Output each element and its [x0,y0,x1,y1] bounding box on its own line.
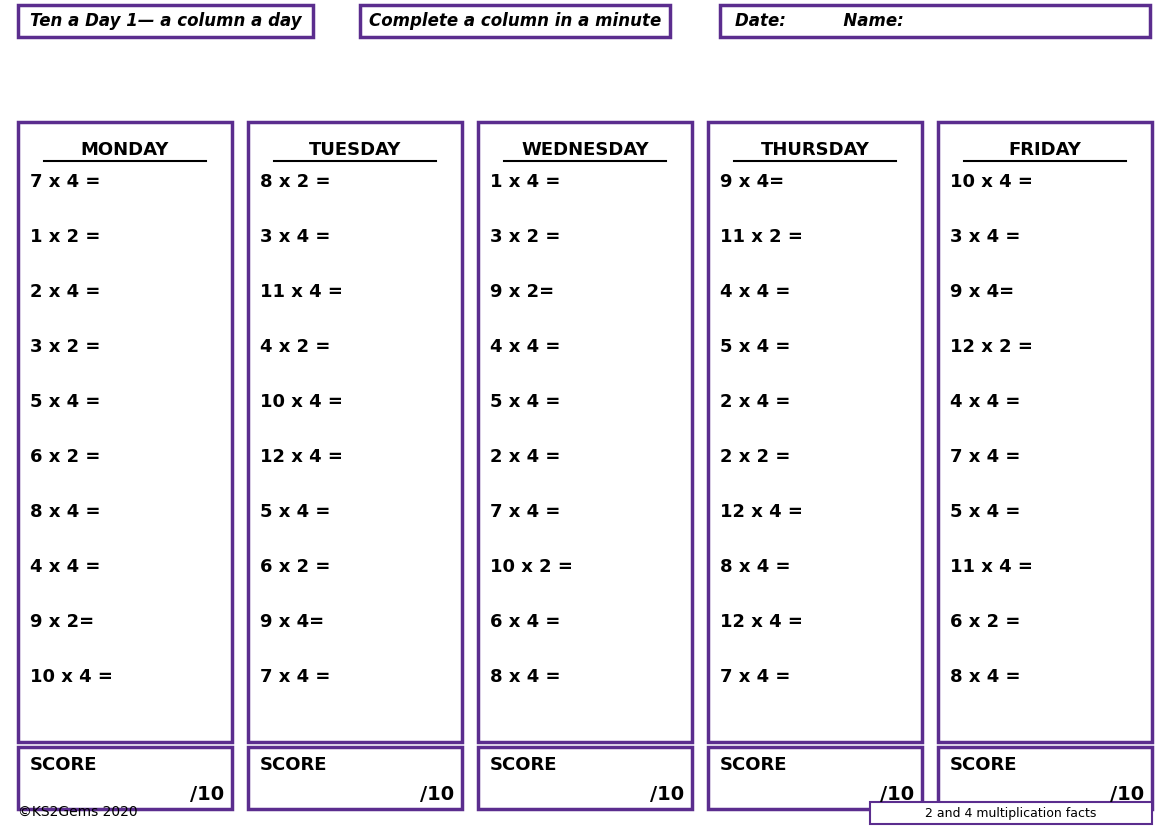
Text: Date:          Name:: Date: Name: [735,12,903,30]
Text: 5 x 4 =: 5 x 4 = [490,393,560,411]
Text: 11 x 4 =: 11 x 4 = [950,558,1033,576]
Text: 3 x 2 =: 3 x 2 = [490,228,560,246]
Text: SCORE: SCORE [720,756,787,774]
Bar [18,747,232,809]
Bar [479,747,691,809]
Text: 11 x 4 =: 11 x 4 = [260,283,343,301]
Text: 10 x 4 =: 10 x 4 = [30,668,112,686]
Text: SCORE: SCORE [260,756,328,774]
Bar [938,122,1152,742]
Text: THURSDAY: THURSDAY [760,141,869,159]
Text: 9 x 4=: 9 x 4= [260,613,324,631]
Text: /10: /10 [190,786,223,805]
Text: 2 x 4 =: 2 x 4 = [490,448,560,466]
Text: TUESDAY: TUESDAY [309,141,401,159]
Text: 3 x 2 =: 3 x 2 = [30,338,101,356]
Text: /10: /10 [880,786,914,805]
Text: 7 x 4 =: 7 x 4 = [30,173,101,191]
Bar [708,122,922,742]
Text: SCORE: SCORE [490,756,557,774]
Text: 7 x 4 =: 7 x 4 = [950,448,1020,466]
Bar [18,122,232,742]
Bar [870,802,1152,824]
Text: 6 x 2 =: 6 x 2 = [260,558,330,576]
Text: 7 x 4 =: 7 x 4 = [490,503,560,521]
Text: 5 x 4 =: 5 x 4 = [260,503,330,521]
Text: 4 x 4 =: 4 x 4 = [490,338,560,356]
Text: SCORE: SCORE [30,756,97,774]
Text: /10: /10 [420,786,454,805]
Text: /10: /10 [649,786,684,805]
Text: 12 x 2 =: 12 x 2 = [950,338,1033,356]
Text: 2 x 4 =: 2 x 4 = [720,393,791,411]
Text: 5 x 4 =: 5 x 4 = [30,393,101,411]
Text: MONDAY: MONDAY [81,141,170,159]
Text: 4 x 4 =: 4 x 4 = [950,393,1020,411]
Text: 7 x 4 =: 7 x 4 = [260,668,330,686]
Text: 9 x 2=: 9 x 2= [490,283,555,301]
Text: 4 x 4 =: 4 x 4 = [30,558,101,576]
Text: 10 x 2 =: 10 x 2 = [490,558,573,576]
Text: 8 x 2 =: 8 x 2 = [260,173,330,191]
Bar [248,747,462,809]
Text: 8 x 4 =: 8 x 4 = [30,503,101,521]
Text: FRIDAY: FRIDAY [1009,141,1081,159]
Bar [708,747,922,809]
Bar [479,122,691,742]
Text: 8 x 4 =: 8 x 4 = [490,668,560,686]
Text: 12 x 4 =: 12 x 4 = [720,503,803,521]
Text: WEDNESDAY: WEDNESDAY [521,141,649,159]
Text: 3 x 4 =: 3 x 4 = [260,228,330,246]
Text: 7 x 4 =: 7 x 4 = [720,668,791,686]
Text: 3 x 4 =: 3 x 4 = [950,228,1020,246]
Text: ©KS2Gems 2020: ©KS2Gems 2020 [18,805,138,819]
Text: 11 x 2 =: 11 x 2 = [720,228,803,246]
Text: 6 x 2 =: 6 x 2 = [950,613,1020,631]
Text: 1 x 2 =: 1 x 2 = [30,228,101,246]
Text: 2 and 4 multiplication facts: 2 and 4 multiplication facts [925,806,1096,820]
Text: /10: /10 [1110,786,1144,805]
Text: 8 x 4 =: 8 x 4 = [720,558,791,576]
Text: 9 x 4=: 9 x 4= [720,173,784,191]
Text: 12 x 4 =: 12 x 4 = [260,448,343,466]
Bar [938,747,1152,809]
Text: SCORE: SCORE [950,756,1018,774]
Text: 8 x 4 =: 8 x 4 = [950,668,1020,686]
Text: 5 x 4 =: 5 x 4 = [950,503,1020,521]
Text: 2 x 2 =: 2 x 2 = [720,448,791,466]
Text: 9 x 2=: 9 x 2= [30,613,94,631]
Bar [248,122,462,742]
Text: Complete a column in a minute: Complete a column in a minute [369,12,661,30]
Bar [18,5,314,37]
Text: 5 x 4 =: 5 x 4 = [720,338,791,356]
Bar [360,5,670,37]
Text: 4 x 4 =: 4 x 4 = [720,283,791,301]
Text: 9 x 4=: 9 x 4= [950,283,1014,301]
Text: 12 x 4 =: 12 x 4 = [720,613,803,631]
Text: 6 x 4 =: 6 x 4 = [490,613,560,631]
Text: Ten a Day 1— a column a day: Ten a Day 1— a column a day [29,12,302,30]
Bar [720,5,1150,37]
Text: 4 x 2 =: 4 x 2 = [260,338,330,356]
Text: 2 x 4 =: 2 x 4 = [30,283,101,301]
Text: 6 x 2 =: 6 x 2 = [30,448,101,466]
Text: 1 x 4 =: 1 x 4 = [490,173,560,191]
Text: 10 x 4 =: 10 x 4 = [950,173,1033,191]
Text: 10 x 4 =: 10 x 4 = [260,393,343,411]
